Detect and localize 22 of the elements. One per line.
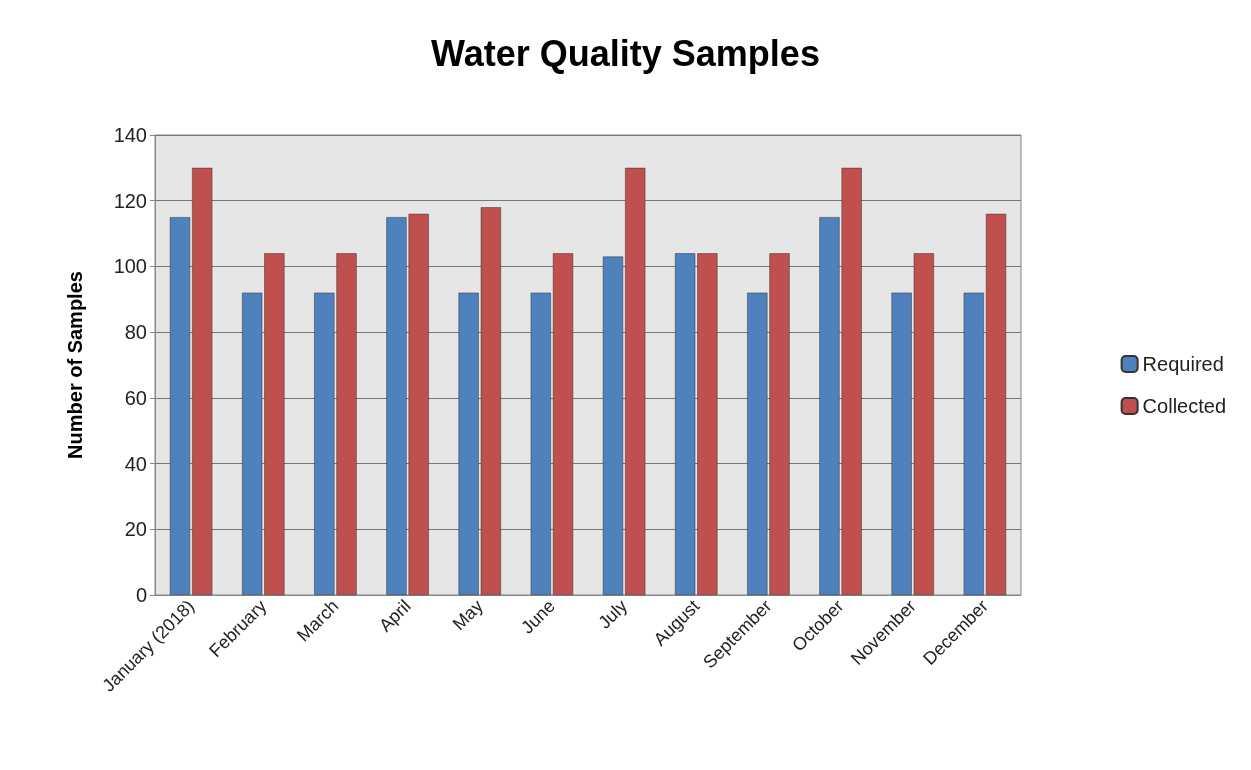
y-axis-title: Number of Samples [64, 271, 86, 459]
y-tick-label: 120 [113, 189, 147, 212]
y-tick-label: 100 [113, 255, 147, 278]
bar [985, 213, 1007, 595]
legend-label: Collected [1142, 395, 1227, 417]
x-tick-label: July [594, 595, 632, 633]
y-tick-label: 20 [124, 518, 147, 541]
bar [625, 167, 646, 595]
bar [963, 292, 984, 595]
y-tick-label: 140 [113, 124, 147, 146]
bar [169, 217, 191, 595]
x-tick-label: May [448, 595, 487, 635]
bar [192, 167, 213, 595]
y-tick-label: 40 [124, 452, 147, 475]
chart-title: Water Quality Samples [431, 32, 820, 74]
y-tick-label: 80 [124, 321, 147, 344]
y-tick-label: 60 [124, 386, 147, 409]
y-tick-label: 0 [135, 584, 147, 606]
legend-label: Required [1142, 353, 1224, 375]
bar [602, 256, 624, 595]
bar [530, 292, 551, 595]
bar [552, 253, 574, 595]
